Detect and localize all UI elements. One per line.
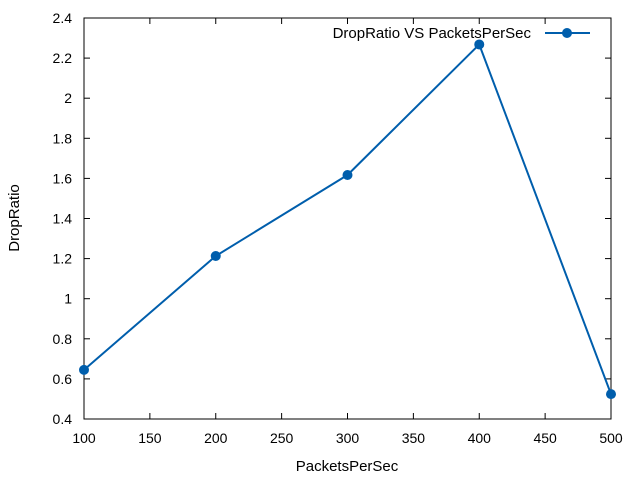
series-layer — [79, 39, 616, 400]
y-tick-label: 1.2 — [53, 251, 73, 267]
legend-marker-swatch — [562, 28, 572, 38]
data-point — [79, 364, 89, 375]
x-tick-label: 500 — [599, 430, 623, 446]
y-tick-label: 0.6 — [53, 371, 73, 387]
y-tick-label: 1.4 — [53, 211, 73, 227]
x-tick-label: 350 — [402, 430, 426, 446]
y-tick-label: 2 — [64, 90, 72, 106]
y-tick-label: 2.2 — [53, 50, 73, 66]
data-point — [210, 250, 221, 261]
x-tick-label: 300 — [336, 430, 360, 446]
legend-label: DropRatio VS PacketsPerSec — [333, 25, 532, 42]
x-axis-label: PacketsPerSec — [296, 458, 399, 475]
data-point — [342, 169, 353, 180]
series-line — [83, 43, 612, 395]
y-tick-label: 1 — [64, 291, 72, 307]
y-tick-labels: 0.4 0.6 0.8 1 1.2 1.4 1.6 1.8 2 2.2 2.4 — [53, 10, 73, 427]
x-tick-label: 250 — [270, 430, 294, 446]
x-tick-label: 400 — [468, 430, 492, 446]
x-tick-label: 150 — [138, 430, 162, 446]
y-tick-label: 1.8 — [53, 130, 73, 146]
legend: DropRatio VS PacketsPerSec — [333, 25, 590, 42]
y-tick-label: 0.8 — [53, 331, 73, 347]
plot-frame — [83, 17, 612, 420]
x-tick-labels: 100 150 200 250 300 350 400 450 500 — [72, 430, 623, 446]
x-tick-label: 100 — [72, 430, 96, 446]
x-tick-label: 200 — [204, 430, 228, 446]
y-tick-label: 1.6 — [53, 170, 73, 186]
y-tick-label: 0.4 — [53, 411, 73, 427]
data-point — [474, 39, 485, 50]
x-tick-label: 450 — [533, 430, 557, 446]
y-tick-label: 2.4 — [53, 10, 73, 26]
y-axis-label: DropRatio — [6, 184, 23, 252]
axis-ticks — [83, 17, 612, 420]
data-point — [606, 389, 616, 400]
